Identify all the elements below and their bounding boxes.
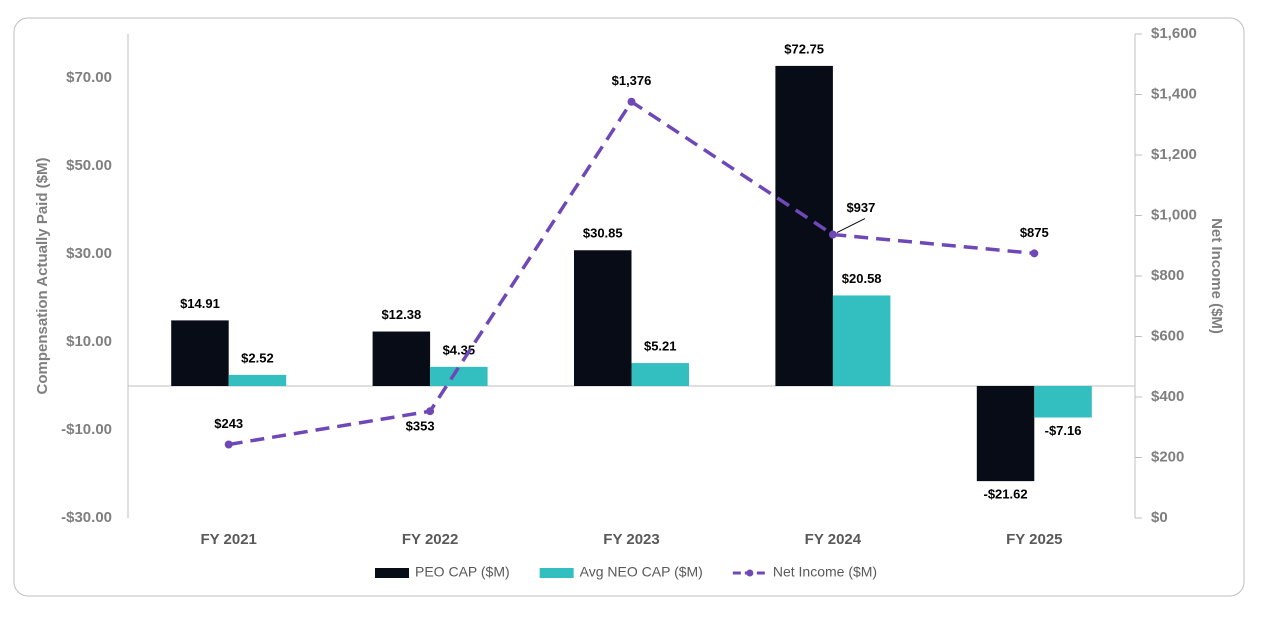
legend-label: PEO CAP ($M) [415, 564, 510, 580]
y2-tick-label: $1,200 [1151, 146, 1197, 163]
bar [228, 374, 287, 386]
line-marker [224, 440, 233, 449]
line-marker [426, 407, 435, 416]
bar [574, 250, 632, 386]
y2-tick-label: $200 [1151, 448, 1184, 465]
y-tick-label: $10.00 [66, 333, 112, 350]
y2-tick-label: $1,400 [1151, 85, 1197, 102]
line-data-label: $243 [214, 416, 243, 431]
line-data-label: $937 [846, 200, 875, 215]
data-label: $2.52 [241, 350, 274, 365]
x-tick-label: FY 2021 [200, 531, 256, 548]
legend-marker [746, 569, 754, 577]
legend-label: Avg NEO CAP ($M) [580, 564, 703, 580]
bar [171, 320, 229, 386]
data-label: -$7.16 [1045, 423, 1082, 438]
y2-tick-label: $600 [1151, 327, 1184, 344]
y-tick-label: -$10.00 [61, 421, 112, 438]
line-marker [1030, 249, 1039, 258]
y2-tick-label: $1,600 [1151, 25, 1197, 42]
bar [832, 295, 891, 386]
line-data-label: $353 [406, 419, 435, 434]
y-tick-label: $30.00 [66, 245, 112, 262]
bar [631, 363, 689, 386]
y-axis-title: Compensation Actually Paid ($M) [34, 158, 51, 395]
x-tick-label: FY 2023 [603, 531, 659, 548]
y2-tick-label: $400 [1151, 388, 1184, 405]
leader-line [836, 218, 866, 234]
y-tick-label: $70.00 [66, 69, 112, 86]
bar [430, 366, 488, 386]
y2-tick-label: $1,000 [1151, 206, 1197, 223]
line-marker [627, 97, 636, 106]
x-tick-label: FY 2024 [805, 531, 862, 548]
line-data-label: $1,376 [612, 73, 652, 88]
y-tick-label: -$30.00 [61, 509, 112, 526]
y-tick-label: $50.00 [66, 157, 112, 174]
data-label: $30.85 [583, 226, 623, 241]
y2-tick-label: $800 [1151, 267, 1184, 284]
line-data-label: $875 [1020, 225, 1049, 240]
data-label: $72.75 [784, 41, 824, 56]
legend-swatch [375, 568, 409, 578]
y2-axis-title: Net Income ($M) [1208, 218, 1225, 334]
legend-label: Net Income ($M) [773, 564, 877, 580]
data-label: $20.58 [842, 271, 882, 286]
data-label: $14.91 [180, 296, 220, 311]
line-marker [828, 230, 837, 239]
bar [976, 386, 1035, 482]
x-tick-label: FY 2022 [402, 531, 458, 548]
bar [775, 65, 833, 387]
legend-swatch [539, 568, 574, 578]
y2-tick-label: $0 [1151, 509, 1168, 526]
bar [372, 331, 431, 386]
data-label: -$21.62 [984, 487, 1028, 502]
data-label: $5.21 [644, 339, 677, 354]
bar [1034, 386, 1092, 418]
x-tick-label: FY 2025 [1006, 531, 1062, 548]
data-label: $12.38 [381, 307, 421, 322]
